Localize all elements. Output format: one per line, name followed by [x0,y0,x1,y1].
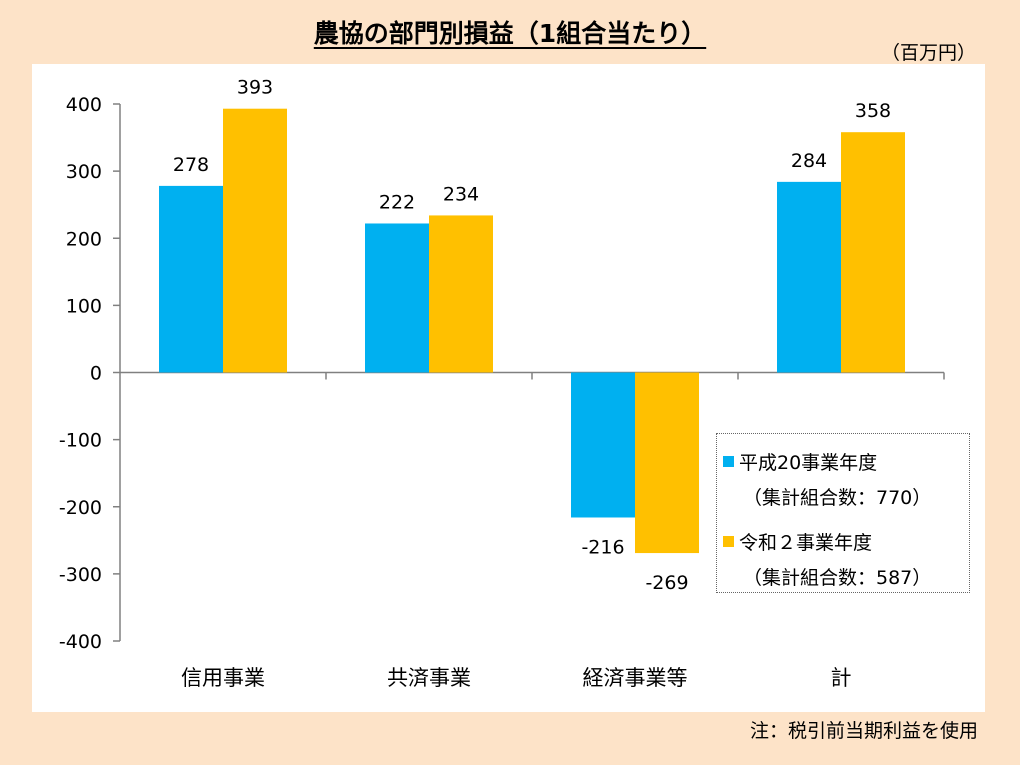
data-label: -216 [581,536,624,558]
data-label: -269 [645,572,688,594]
data-label: 278 [173,154,209,176]
x-tick-label: 計 [831,666,852,690]
legend-entry-2: 令和２事業年度 （集計組合数：587） [723,528,931,590]
bar-chart: 400 300 200 100 0 -100 -200 -300 -400 278 393 信用事業 2… [59,77,945,690]
data-label: 284 [791,150,827,172]
y-tick-label: -100 [59,430,102,452]
y-tick-label: -300 [59,564,102,586]
legend-label-1: 平成20事業年度 [739,452,878,474]
x-tick-label: 経済事業等 [583,666,688,690]
legend-sublabel-2: （集計組合数：587） [743,567,932,589]
data-label: 222 [379,191,415,213]
legend-label-2: 令和２事業年度 [739,532,873,554]
legend-swatch-2 [723,536,734,547]
bar-series2 [223,108,287,373]
y-tick-label: 0 [90,363,102,385]
y-tick-label: -400 [59,631,102,653]
x-tick-label: 信用事業 [181,666,265,690]
plot-area: 400 300 200 100 0 -100 -200 -300 -400 278 393 信用事業 2… [32,64,985,712]
bar-series2 [841,132,905,373]
y-tick-label: 400 [66,94,102,116]
data-label: 358 [855,100,891,122]
y-tick-label: 200 [66,228,102,250]
footnote: 注：税引前当期利益を使用 [749,720,978,742]
data-label: 393 [237,77,273,99]
bar-series1 [159,185,223,373]
data-label: 234 [443,183,479,205]
bar-series1 [571,372,635,518]
chart-title: 農協の部門別損益（1組合当たり） [313,19,707,48]
legend-entry-1: 平成20事業年度 （集計組合数：770） [723,448,931,510]
legend-swatch-1 [723,456,734,467]
legend: 平成20事業年度 （集計組合数：770） 令和２事業年度 （集計組合数：587） [716,433,970,593]
bar-series1 [365,223,429,373]
y-tick-label: 100 [66,295,102,317]
unit-label: （百万円） [880,42,976,64]
x-tick-label: 共済事業 [387,666,471,690]
bar-series2 [635,372,699,554]
bar-series1 [777,181,841,373]
y-tick-label: 300 [66,161,102,183]
legend-sublabel-1: （集計組合数：770） [743,487,932,509]
bar-series2 [429,215,493,373]
y-tick-label: -200 [59,497,102,519]
